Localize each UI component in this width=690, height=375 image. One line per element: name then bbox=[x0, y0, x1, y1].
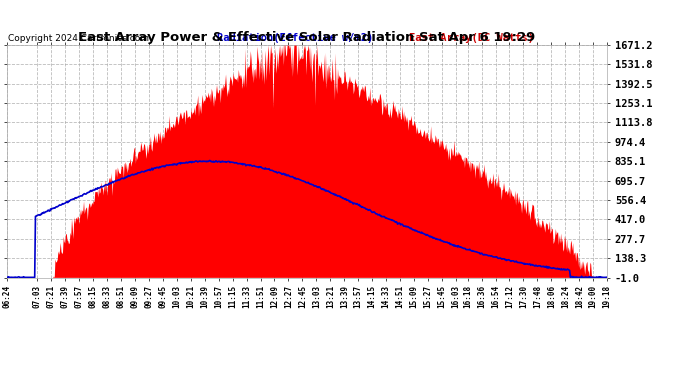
Text: East Array(DC Watts): East Array(DC Watts) bbox=[409, 33, 534, 43]
Text: Radiation(Effective w/m2): Radiation(Effective w/m2) bbox=[217, 33, 373, 43]
Text: Copyright 2024 Cartronics.com: Copyright 2024 Cartronics.com bbox=[8, 34, 148, 43]
Title: East Array Power & Effective Solar Radiation Sat Apr 6 19:29: East Array Power & Effective Solar Radia… bbox=[79, 31, 535, 44]
